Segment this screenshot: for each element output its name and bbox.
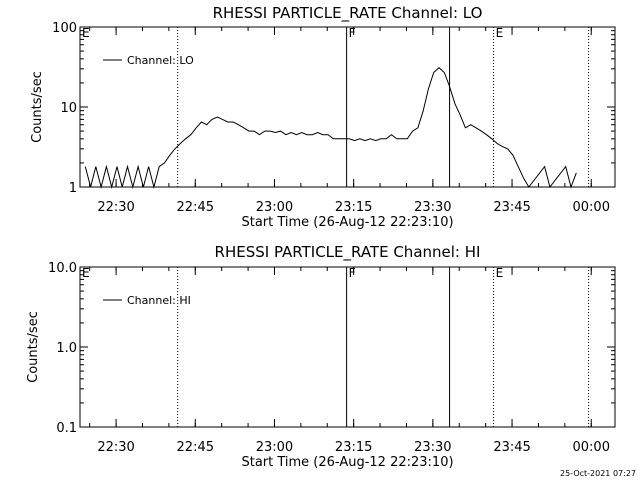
chart-title: RHESSI PARTICLE_RATE Channel: LO (213, 4, 483, 23)
y-tick-label: 1 (69, 181, 77, 196)
y-axis-label: Counts/sec (26, 311, 41, 383)
y-tick-label: 0.1 (56, 421, 77, 436)
lo-channel-panel: RHESSI PARTICLE_RATE Channel: LO 1 10 100 22… (30, 4, 616, 230)
x-tick-label: 00:00 (573, 200, 610, 215)
x-tick-label: 23:00 (256, 440, 293, 455)
x-tick-label: 00:00 (573, 440, 610, 455)
x-tick-label: 22:45 (177, 200, 214, 215)
x-axis-label: Start Time (26-Aug-12 22:23:10) (241, 455, 453, 470)
x-tick-label: 23:30 (414, 200, 451, 215)
y-tick-label: 1.0 (56, 341, 77, 356)
event-marker-label: F (349, 266, 356, 280)
chart-title: RHESSI PARTICLE_RATE Channel: HI (215, 243, 481, 262)
event-marker-label: E (496, 26, 504, 40)
event-marker-label: E (496, 266, 504, 280)
y-tick-label: 100 (52, 21, 77, 36)
plot-frame (79, 266, 616, 428)
hi-channel-panel: RHESSI PARTICLE_RATE Channel: HI 0.1 1.0 10… (26, 243, 616, 470)
y-tick-label: 10.0 (48, 261, 77, 276)
x-tick-label: 22:30 (97, 200, 134, 215)
event-marker-label: E (82, 266, 90, 280)
x-axis-label: Start Time (26-Aug-12 22:23:10) (241, 215, 453, 230)
series-line-channel-lo (84, 67, 577, 189)
x-tick-label: 23:15 (335, 440, 372, 455)
legend-entry: Channel: HI (127, 294, 191, 307)
x-tick-label: 23:00 (256, 200, 293, 215)
x-tick-label: 23:30 (414, 440, 451, 455)
x-tick-label: 23:15 (335, 200, 372, 215)
footer-timestamp: 25-Oct-2021 07:27 (560, 469, 636, 478)
event-marker-label: E (82, 26, 90, 40)
x-tick-label: 22:30 (97, 440, 134, 455)
x-tick-label: 22:45 (177, 440, 214, 455)
y-tick-label: 10 (60, 101, 77, 116)
y-axis-label: Counts/sec (30, 71, 45, 143)
x-tick-label: 23:45 (493, 200, 530, 215)
x-tick-label: 23:45 (493, 440, 530, 455)
legend-entry: Channel: LO (127, 54, 194, 67)
plot-frame (79, 26, 616, 188)
event-marker-label: F (349, 26, 356, 40)
